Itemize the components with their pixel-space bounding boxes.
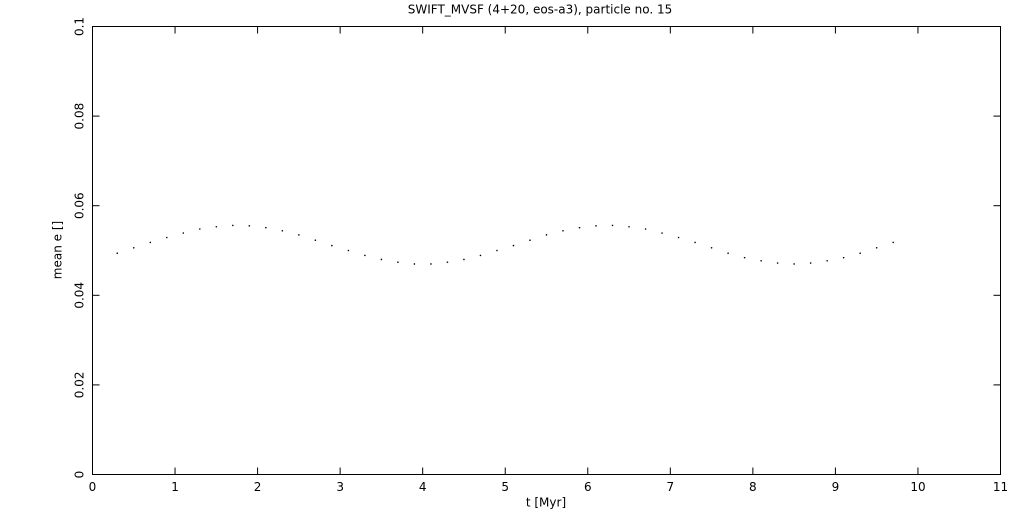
point bbox=[529, 239, 531, 241]
y-tick-label: 0.08 bbox=[73, 103, 87, 130]
x-tick-label: 4 bbox=[419, 480, 427, 494]
chart-title: SWIFT_MVSF (4+20, eos-a3), particle no. … bbox=[408, 3, 673, 17]
point bbox=[132, 247, 135, 249]
point bbox=[512, 244, 515, 247]
point bbox=[215, 225, 218, 228]
point bbox=[875, 247, 878, 249]
point bbox=[710, 247, 713, 249]
point bbox=[809, 262, 812, 264]
point bbox=[463, 258, 465, 261]
y-tick-label: 0.02 bbox=[73, 372, 87, 399]
x-axis-label: t [Myr] bbox=[526, 496, 566, 510]
point bbox=[545, 234, 548, 236]
x-tick-label: 2 bbox=[254, 480, 262, 494]
point bbox=[430, 263, 432, 265]
point bbox=[661, 232, 663, 234]
y-tick-label: 0.06 bbox=[73, 192, 87, 219]
point bbox=[165, 236, 168, 239]
point bbox=[562, 229, 564, 232]
point bbox=[380, 258, 383, 261]
point bbox=[397, 261, 399, 263]
x-tick-label: 5 bbox=[501, 480, 509, 494]
point bbox=[826, 260, 828, 262]
point bbox=[727, 252, 729, 254]
point bbox=[595, 225, 597, 227]
point bbox=[859, 252, 861, 254]
x-tick-label: 10 bbox=[910, 480, 925, 494]
x-tick-label: 3 bbox=[336, 480, 344, 494]
x-tick-label: 7 bbox=[666, 480, 674, 494]
point bbox=[496, 249, 498, 252]
x-tick-label: 9 bbox=[832, 480, 840, 494]
point bbox=[182, 232, 185, 234]
point bbox=[347, 249, 350, 252]
point bbox=[892, 241, 894, 244]
point bbox=[413, 263, 416, 265]
point bbox=[265, 226, 267, 229]
x-tick-label: 8 bbox=[749, 480, 757, 494]
y-tick-label: 0.04 bbox=[73, 282, 87, 309]
point bbox=[199, 228, 201, 230]
point bbox=[842, 256, 845, 259]
point bbox=[298, 234, 300, 236]
point bbox=[479, 254, 482, 257]
point bbox=[232, 224, 234, 227]
point bbox=[314, 239, 317, 241]
x-tick-label: 0 bbox=[89, 480, 97, 494]
plot-frame bbox=[92, 26, 1001, 475]
point bbox=[149, 241, 152, 244]
point bbox=[644, 228, 647, 230]
point bbox=[677, 236, 680, 239]
point bbox=[248, 225, 251, 227]
point bbox=[628, 225, 630, 228]
point bbox=[578, 226, 581, 229]
point bbox=[776, 262, 779, 264]
point bbox=[611, 224, 614, 227]
point bbox=[694, 241, 696, 244]
point bbox=[281, 229, 284, 232]
x-tick-label: 1 bbox=[171, 480, 179, 494]
point bbox=[446, 261, 449, 263]
point bbox=[793, 263, 795, 265]
y-tick-label: 0 bbox=[73, 471, 87, 479]
point bbox=[364, 254, 366, 257]
point bbox=[743, 256, 746, 259]
point bbox=[760, 260, 762, 262]
point bbox=[116, 252, 119, 254]
x-tick-label: 6 bbox=[584, 480, 592, 494]
point bbox=[331, 244, 333, 247]
y-tick-label: 0.1 bbox=[73, 17, 87, 36]
y-axis-label: mean e [] bbox=[51, 221, 65, 279]
x-tick-label: 11 bbox=[993, 480, 1008, 494]
